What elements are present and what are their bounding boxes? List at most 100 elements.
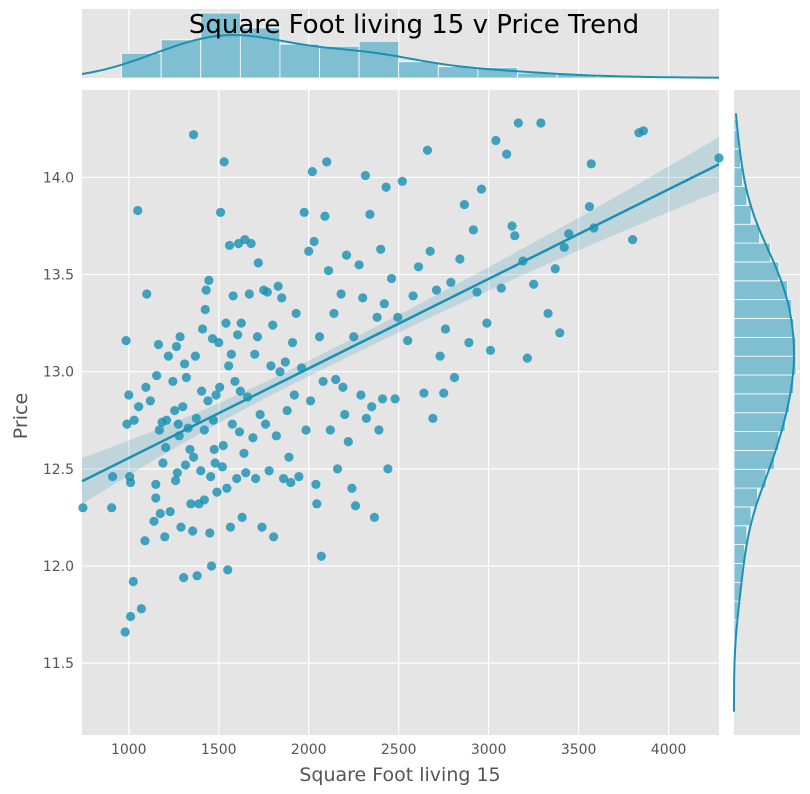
scatter-point bbox=[248, 433, 258, 443]
scatter-point bbox=[358, 293, 368, 303]
scatter-point bbox=[141, 382, 151, 392]
scatter-point bbox=[234, 427, 245, 437]
scatter-point bbox=[107, 472, 118, 482]
scatter-point bbox=[145, 396, 155, 406]
scatter-point bbox=[278, 473, 289, 484]
scatter-point bbox=[223, 565, 233, 575]
scatter-point bbox=[199, 425, 209, 435]
chart-title: Square Foot living 15 v Price Trend bbox=[189, 10, 639, 40]
scatter-point bbox=[435, 351, 445, 361]
scatter-point bbox=[340, 409, 350, 420]
scatter-point bbox=[584, 201, 595, 212]
scatter-point bbox=[347, 483, 357, 493]
scatter-point bbox=[277, 293, 287, 303]
scatter-point bbox=[318, 376, 328, 387]
scatter-point bbox=[338, 382, 348, 392]
scatter-point bbox=[203, 396, 213, 406]
scatter-point bbox=[175, 332, 185, 342]
scatter-point bbox=[496, 283, 506, 293]
top-histogram-bar bbox=[160, 39, 202, 79]
scatter-point bbox=[455, 254, 465, 264]
scatter-point bbox=[226, 349, 236, 359]
right-marginal-histogram bbox=[733, 118, 797, 640]
top-histogram-bar bbox=[121, 52, 162, 79]
scatter-point bbox=[188, 130, 199, 140]
scatter-point bbox=[232, 473, 242, 484]
scatter-point bbox=[343, 437, 353, 447]
scatter-point bbox=[311, 479, 321, 489]
scatter-point bbox=[275, 367, 285, 377]
scatter-point bbox=[262, 287, 272, 297]
scatter-point bbox=[155, 508, 165, 519]
x-tick-label: 1500 bbox=[201, 742, 237, 758]
scatter-point bbox=[136, 604, 146, 614]
scatter-point bbox=[309, 236, 319, 247]
scatter-point bbox=[264, 466, 274, 476]
x-tick-label: 1000 bbox=[111, 742, 147, 758]
scatter-point bbox=[323, 266, 334, 276]
scatter-point bbox=[179, 573, 189, 583]
scatter-point bbox=[536, 118, 546, 128]
y-tick-label: 12.5 bbox=[43, 462, 74, 478]
scatter-point bbox=[341, 250, 352, 260]
scatter-point bbox=[244, 289, 254, 299]
right-histogram-bar bbox=[733, 468, 767, 489]
right-histogram-bar bbox=[733, 242, 771, 263]
scatter-point bbox=[224, 240, 235, 251]
scatter-point bbox=[510, 231, 520, 241]
scatter-point bbox=[222, 483, 232, 493]
scatter-point bbox=[241, 468, 251, 478]
y-tick-label: 14.0 bbox=[43, 170, 74, 186]
scatter-point bbox=[390, 394, 400, 404]
scatter-point bbox=[374, 425, 384, 435]
scatter-point bbox=[124, 390, 134, 400]
scatter-point bbox=[550, 264, 560, 274]
scatter-point bbox=[250, 349, 260, 359]
scatter-point bbox=[168, 376, 178, 387]
scatter-point bbox=[322, 157, 332, 167]
x-tick-label: 4000 bbox=[651, 742, 687, 758]
scatter-point bbox=[280, 357, 290, 367]
scatter-point bbox=[304, 246, 314, 256]
scatter-point bbox=[714, 153, 724, 163]
scatter-point bbox=[149, 516, 159, 526]
regression-line bbox=[81, 163, 720, 483]
scatter-point bbox=[372, 312, 382, 322]
scatter-point bbox=[188, 526, 198, 536]
scatter-point bbox=[199, 495, 209, 505]
scatter-point bbox=[237, 512, 247, 523]
scatter-point bbox=[191, 413, 201, 423]
scatter-point bbox=[151, 479, 161, 489]
scatter-point bbox=[564, 229, 574, 239]
top-histogram-bar bbox=[319, 45, 360, 79]
scatter-point bbox=[403, 336, 413, 346]
scatter-point bbox=[354, 260, 364, 270]
scatter-point bbox=[205, 528, 215, 538]
scatter-point bbox=[246, 238, 256, 249]
scatter-point bbox=[329, 308, 339, 319]
scatter-point bbox=[361, 413, 371, 423]
scatter-point bbox=[165, 506, 175, 517]
scatter-point bbox=[273, 281, 283, 291]
right-histogram-bar bbox=[733, 412, 786, 432]
scatter-point bbox=[628, 234, 638, 245]
scatter-point bbox=[476, 184, 487, 194]
right-histogram-bar bbox=[733, 431, 780, 451]
scatter-point bbox=[151, 493, 161, 503]
scatter-point bbox=[431, 285, 442, 295]
top-histogram-bar bbox=[200, 12, 241, 79]
scatter-point bbox=[305, 396, 316, 406]
x-tick-labels: 1000 1500 2000 2500 3000 3500 4000 bbox=[111, 742, 686, 758]
scatter-point bbox=[219, 157, 229, 167]
right-histogram-bar bbox=[733, 186, 748, 206]
scatter-point bbox=[446, 277, 456, 287]
x-tick-label: 2500 bbox=[381, 742, 417, 758]
scatter-point bbox=[282, 405, 292, 416]
right-histogram-bar bbox=[733, 374, 795, 395]
scatter-point bbox=[125, 477, 136, 488]
scatter-point bbox=[161, 415, 172, 425]
right-histogram-bar bbox=[733, 280, 788, 301]
scatter-point bbox=[383, 464, 393, 474]
right-histogram-bar bbox=[733, 393, 790, 414]
scatter-point bbox=[482, 318, 492, 328]
